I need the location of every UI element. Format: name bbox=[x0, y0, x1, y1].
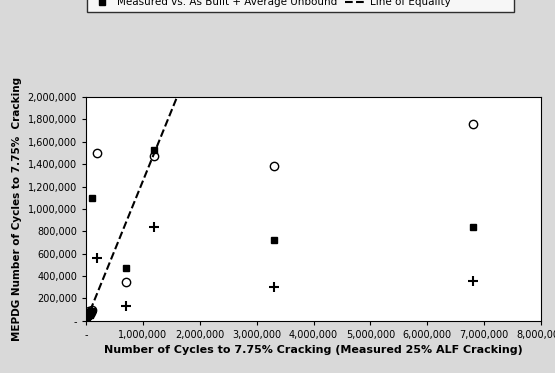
Measured vs. As Built + Average Unbound bbox=[151, 147, 158, 152]
Legend: Measured vs. As-Built, Measured vs. As Built + Average Unbound, Measured vs. As-: Measured vs. As-Built, Measured vs. As B… bbox=[87, 0, 513, 12]
Measured vs. As-Built bbox=[151, 154, 158, 159]
Measured vs. As Built + Average Unbound bbox=[270, 238, 277, 242]
Y-axis label: MEPDG Number of Cycles to 7.75%  Cracking: MEPDG Number of Cycles to 7.75% Cracking bbox=[12, 77, 22, 341]
Line: Measured vs. As Built + Average Unbound: Measured vs. As Built + Average Unbound bbox=[88, 146, 476, 272]
Measured vs. As Built + Average Unbound bbox=[123, 266, 129, 270]
X-axis label: Number of Cycles to 7.75% Cracking (Measured 25% ALF Cracking): Number of Cycles to 7.75% Cracking (Meas… bbox=[104, 345, 523, 355]
Measured vs. As-Built bbox=[94, 151, 101, 155]
Measured vs. As Built + Average Unbound bbox=[470, 225, 476, 229]
Measured vs. As-Built bbox=[270, 164, 277, 169]
Measured vs. As-Built bbox=[470, 122, 476, 126]
Line: Measured vs. As-Built: Measured vs. As-Built bbox=[93, 120, 477, 286]
Measured vs. As-Built bbox=[123, 279, 129, 284]
Measured vs. As Built + Average Unbound bbox=[88, 195, 95, 200]
